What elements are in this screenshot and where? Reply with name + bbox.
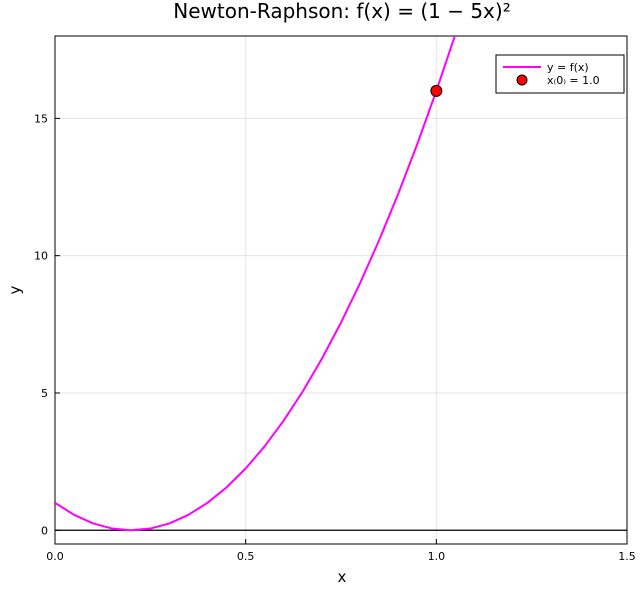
x-axis-ticks: 0.0 0.5 1.0 1.5 bbox=[46, 539, 636, 563]
y-axis-label: y bbox=[6, 285, 24, 294]
x-axis-label: x bbox=[338, 568, 347, 586]
x-tick-label: 0.5 bbox=[237, 550, 255, 563]
y-axis-ticks: 0 5 10 15 bbox=[34, 112, 60, 537]
chart-title: Newton-Raphson: f(x) = (1 − 5x)² bbox=[173, 0, 510, 23]
series-layer bbox=[55, 36, 456, 532]
y-tick-label: 0 bbox=[41, 524, 48, 537]
legend-marker-swatch bbox=[516, 74, 528, 86]
x-tick-label: 1.0 bbox=[428, 550, 446, 563]
legend: y = f(x) x₍0₎ = 1.0 bbox=[495, 54, 625, 94]
initial-point-marker bbox=[430, 84, 443, 97]
y-tick-label: 5 bbox=[41, 387, 48, 400]
legend-box bbox=[495, 54, 625, 94]
y-tick-label: 15 bbox=[34, 112, 48, 125]
y-tick-label: 10 bbox=[34, 250, 48, 263]
legend-label-curve: y = f(x) bbox=[547, 61, 589, 74]
x-tick-label: 0.0 bbox=[46, 550, 64, 563]
plot-frame bbox=[54, 35, 628, 545]
legend-label-point: x₍0₎ = 1.0 bbox=[547, 74, 600, 87]
x-tick-label: 1.5 bbox=[618, 550, 636, 563]
series-curve-fx bbox=[55, 36, 456, 532]
